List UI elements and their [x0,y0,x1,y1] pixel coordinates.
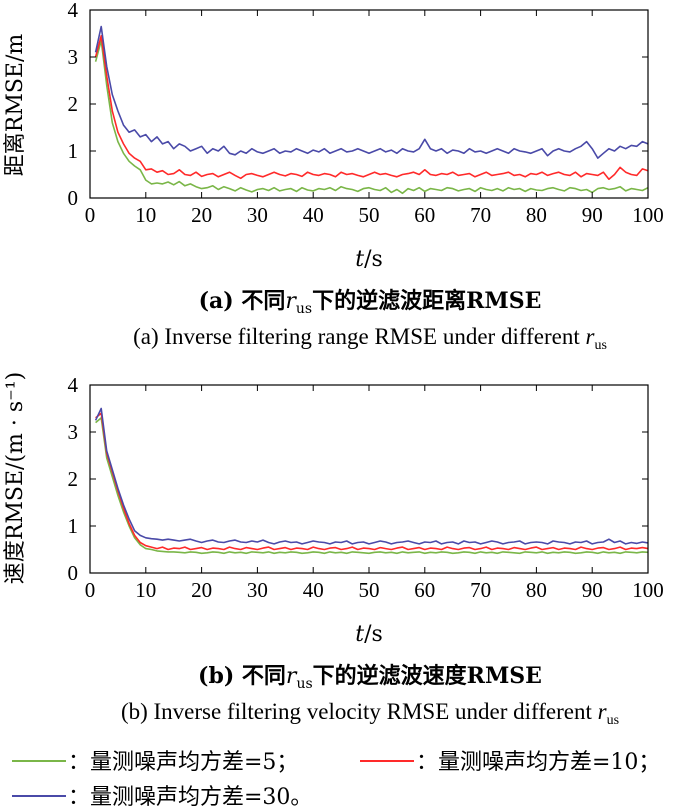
chart-a-ytick-label-4: 4 [68,0,79,22]
chart-a-ticks [89,9,649,199]
chart-b-ytick-label-0: 0 [68,561,79,585]
chart-b-ylabel: 速度RMSE/(m · s⁻¹) [3,372,28,584]
chart-a-ytick-label-1: 1 [68,139,79,163]
chart-a-ylabel: 距离RMSE/m [3,34,28,177]
chart-a-xtick-label-70: 70 [470,203,491,227]
chart-b-xtick-label-60: 60 [414,578,435,602]
chart-b-series-var-5 [95,417,649,555]
chart-b-ytick-label-2: 2 [68,467,79,491]
chart-b-series [94,407,649,555]
chart-a-series-var-5 [94,39,649,195]
chart-b-ytick-label-1: 1 [68,514,79,538]
chart-a-series [94,25,649,195]
legend-label-10: ：量测噪声均方差=10； [416,750,660,775]
chart-a-xtick-label-50: 50 [359,203,380,227]
chart-a-yticklabels: 0 1 2 3 4 [68,0,79,210]
chart-b-xtick-label-50: 50 [359,578,380,602]
chart-b-ticks [89,384,649,574]
legend-label-5: ：量测噪声均方差=5； [68,750,298,775]
chart-b-yticklabels: 0 1 2 3 4 [68,373,79,585]
chart-b-plot-frame [89,384,649,574]
chart-a-xtick-label-20: 20 [191,203,212,227]
chart-range-rmse: 距离RMSE/m 0 1 2 3 4 0 10 20 30 40 50 60 70 80 90 100 t/… [3,0,664,272]
caption-a-zh: (a) 不同rus下的逆滤波距离RMSE [199,288,542,317]
chart-a-ytick-label-3: 3 [68,45,79,69]
chart-b-xtick-label-90: 90 [582,578,603,602]
legend-item-30: ：量测噪声均方差=30。 [12,785,312,809]
chart-a-xtick-label-80: 80 [526,203,547,227]
chart-a-xtick-label-10: 10 [135,203,156,227]
chart-b-xtick-label-100: 100 [632,578,664,602]
chart-a-ytick-label-0: 0 [68,186,79,210]
chart-a-xlabel: t/s [355,247,383,272]
chart-b-xtick-label-30: 30 [247,578,268,602]
chart-a-xtick-label-60: 60 [414,203,435,227]
chart-a-plot-frame [89,9,649,199]
chart-a-xtick-label-0: 0 [85,203,96,227]
chart-b-xtick-label-10: 10 [135,578,156,602]
chart-b-ytick-label-4: 4 [68,373,79,397]
chart-a-xtick-label-40: 40 [303,203,324,227]
chart-a-series-var-10 [94,34,649,180]
chart-b-xtick-label-70: 70 [470,578,491,602]
legend-item-5: ：量测噪声均方差=5； [12,750,298,775]
chart-a-ytick-label-2: 2 [68,92,79,116]
chart-b-series-var-10 [95,412,649,551]
chart-b-xtick-label-80: 80 [526,578,547,602]
chart-a-xtick-label-90: 90 [582,203,603,227]
chart-b-xtick-label-20: 20 [191,578,212,602]
chart-a-xtick-label-100: 100 [632,203,664,227]
chart-b-xticklabels: 0 10 20 30 40 50 60 70 80 90 100 [85,578,664,602]
caption-b-en: (b) Inverse filtering velocity RMSE unde… [121,699,619,728]
caption-b-zh: (b) 不同rus下的逆滤波速度RMSE [198,663,542,692]
chart-velocity-rmse: 速度RMSE/(m · s⁻¹) 0 1 2 3 4 0 10 20 30 40 50 60 70 80… [3,372,664,647]
chart-b-series-var-30 [94,407,649,545]
chart-b-xtick-label-0: 0 [85,578,96,602]
chart-b-xlabel: t/s [355,622,383,647]
chart-a-xtick-label-30: 30 [247,203,268,227]
chart-a-series-var-30 [94,25,649,159]
chart-b-ytick-label-3: 3 [68,420,79,444]
legend-item-10: ：量测噪声均方差=10； [360,750,660,775]
chart-a-xticklabels: 0 10 20 30 40 50 60 70 80 90 100 [85,203,664,227]
caption-a-en: (a) Inverse filtering range RMSE under d… [133,324,607,353]
chart-b-xtick-label-40: 40 [303,578,324,602]
legend-label-30: ：量测噪声均方差=30。 [68,785,312,809]
legend: ：量测噪声均方差=5； ：量测噪声均方差=10； ：量测噪声均方差=30。 [12,750,660,809]
